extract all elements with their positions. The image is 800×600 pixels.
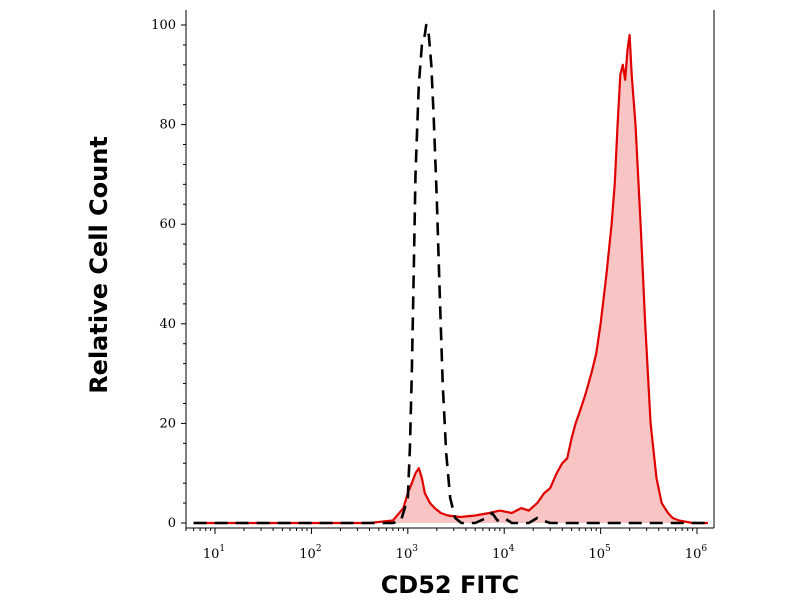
x-tick-label: 105 xyxy=(588,544,611,562)
y-tick-label: 0 xyxy=(168,516,176,531)
y-tick-label: 100 xyxy=(151,18,176,33)
x-tick-label: 102 xyxy=(299,544,321,562)
x-tick-label: 106 xyxy=(685,544,708,562)
y-tick-label: 20 xyxy=(159,416,176,431)
tick-layer: 0 20 40 60 80 100 101 102 103 104 105 106 xyxy=(151,18,707,562)
series-1-area xyxy=(193,35,709,523)
x-tick-label: 101 xyxy=(203,544,225,562)
y-tick-label: 40 xyxy=(159,317,176,332)
axes xyxy=(185,10,715,529)
x-tick-label: 104 xyxy=(492,544,515,562)
series-2-dashed-line xyxy=(193,23,708,525)
series-1-line xyxy=(193,33,708,525)
y-tick-label: 60 xyxy=(159,217,176,232)
y-tick-label: 80 xyxy=(159,118,176,133)
x-axis-title: CD52 FITC xyxy=(381,571,520,599)
y-axis-title: Relative Cell Count xyxy=(85,136,113,394)
x-tick-label: 103 xyxy=(396,544,419,562)
series-layer xyxy=(193,23,709,525)
